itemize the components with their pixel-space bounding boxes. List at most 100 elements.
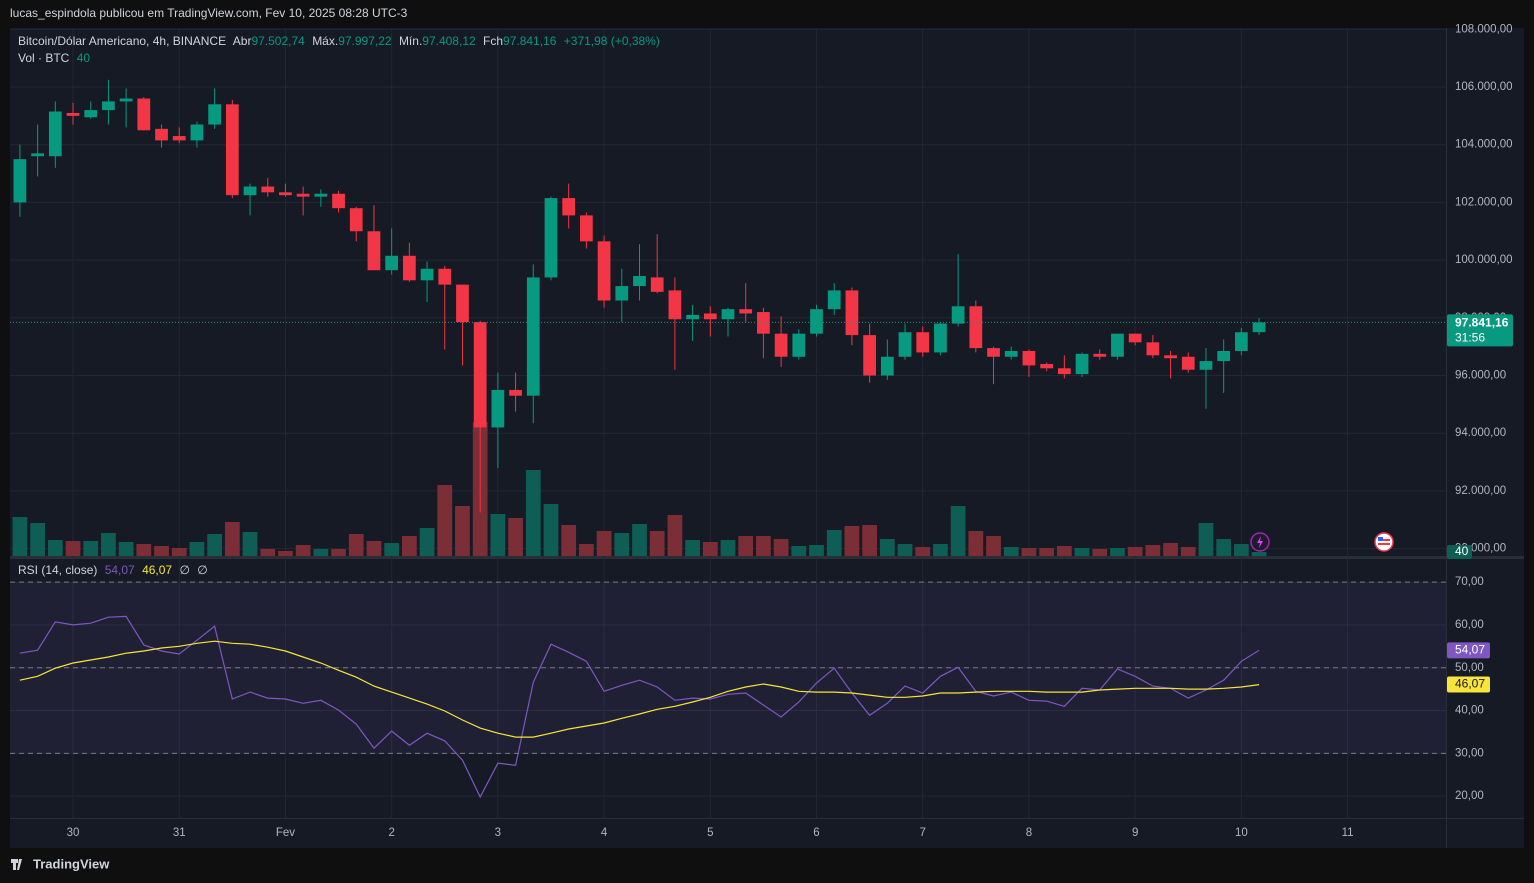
volume-bar [1180,547,1196,556]
flag-icon[interactable] [1374,532,1394,552]
legend-symbol: Bitcoin/Dólar Americano, 4h, BINANCE [18,34,226,48]
value-label: 46,07 [1455,677,1485,691]
volume-bar [242,532,258,556]
legend-value: 97.997,22 [338,34,392,48]
candle-body [739,309,753,314]
candle-body [420,268,434,281]
volume-bar [844,526,860,556]
candle-body [580,215,593,242]
volume-bar [136,544,152,556]
x-tick-label: 31 [173,827,186,839]
candle-body [208,104,222,125]
candle-body [1234,332,1248,351]
candle-body [703,313,717,320]
volume-bar [1233,544,1249,556]
candle-body [1022,350,1036,366]
volume-bar [897,544,913,556]
legend-value: 46,07 [142,563,172,577]
volume-bar [1251,552,1267,556]
candle-body [509,389,522,396]
chart-body [10,28,1524,848]
candle-body [119,98,133,102]
volume-bar [260,549,276,556]
volume-bar [1145,545,1161,556]
volume-bar [508,518,523,556]
x-tick-label: 6 [813,827,819,839]
volume-bar [826,530,842,556]
x-tick-label: 3 [495,827,501,839]
volume-bar [1127,547,1143,556]
volume-bar [968,531,984,556]
footer: TradingView [33,856,110,871]
candle-body [526,277,540,396]
candle-body [48,111,62,157]
candle-body [615,286,629,301]
legend-value: 97.841,16 [503,34,557,48]
volume-bar [791,546,807,556]
volume-bar [543,504,559,556]
candle-body [774,333,788,357]
volume-bar [278,551,293,556]
candle-body [916,332,930,353]
last-price-box [1447,314,1513,347]
candle-body [402,255,416,281]
volume-bar [189,542,205,556]
volume-bar [171,548,187,556]
volume-bar [525,470,541,556]
candle-body [1093,353,1107,357]
candle-body [1111,333,1124,357]
axes: 90.000,0092.000,0094.000,0096.000,0098.0… [67,23,1513,839]
candle-body [137,98,151,131]
candle-body [314,193,328,197]
volume-bar [401,536,417,556]
candle-body [1004,350,1018,357]
rsi-band [10,582,1446,754]
candle-body [225,104,239,196]
volume-bar [561,525,577,556]
volume-bar [331,549,346,556]
volume-bar [384,543,400,556]
volume-bar [1074,548,1090,556]
volume-bar [490,514,506,556]
legend-label: Abr [233,34,252,48]
volume-bar [685,540,700,556]
volume-bar [579,544,594,556]
volume-bar [1110,548,1125,556]
x-tick-label: 9 [1132,827,1138,839]
candle-body [562,198,576,216]
y-tick-label: 30,00 [1455,747,1484,759]
volume-bar [649,531,665,556]
legend-value: 97.408,12 [422,34,476,48]
candle-body [31,153,44,157]
grid [10,28,1446,818]
candle-body [66,112,80,116]
logo [11,859,22,870]
candle-body [13,159,27,203]
x-tick-label: 30 [67,827,80,839]
volume-bar [809,545,824,556]
candle-body [279,192,292,196]
volume-bar [1056,546,1072,556]
volume-bar [455,506,470,556]
candle-body [367,231,381,271]
volume-bar [83,541,99,556]
x-tick-label: Fev [276,827,295,839]
lightning-icon[interactable] [1250,532,1270,552]
volume-bar [154,546,169,556]
legend-value: 40 [77,51,91,65]
volume-bar [419,528,435,556]
volume-bar [667,515,683,556]
volume-bar [118,542,134,556]
volume-bar [614,533,630,556]
candle-body [969,306,983,349]
volume-bar [596,531,612,556]
candle-body [1057,368,1071,375]
volume-bar [1163,543,1178,556]
x-tick-label: 7 [920,827,926,839]
volume-box [1447,545,1472,559]
last-price-label: 97.841,16 [1455,316,1509,330]
marks [10,79,1446,799]
volume-bar [295,545,311,556]
candle-body [544,198,558,278]
